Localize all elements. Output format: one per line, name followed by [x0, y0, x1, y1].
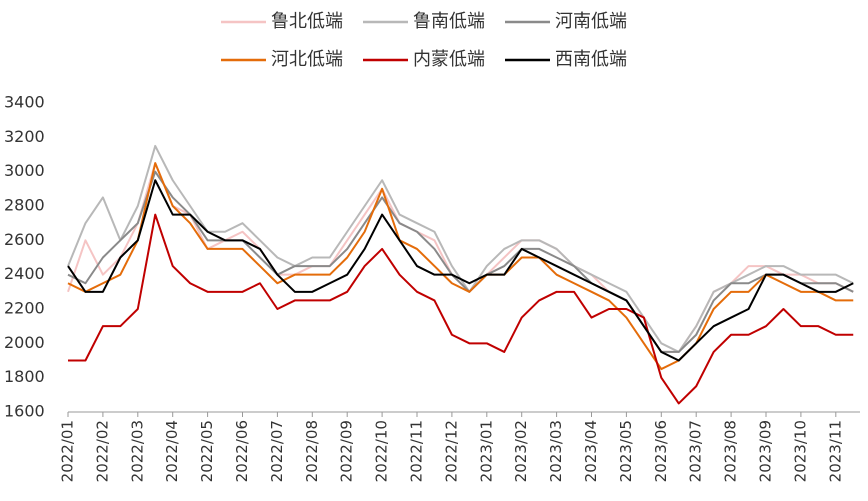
- x-tick-label: 2023/05: [617, 420, 635, 482]
- x-tick-label: 2023/04: [582, 420, 600, 482]
- legend-label: 西南低端: [555, 49, 627, 70]
- y-tick-label: 2400: [4, 264, 45, 283]
- legend-label: 内蒙低端: [413, 49, 485, 70]
- x-tick-label: 2023/09: [757, 420, 775, 482]
- x-tick-label: 2022/01: [59, 420, 77, 482]
- y-tick-label: 3000: [4, 161, 45, 180]
- x-tick-label: 2022/10: [373, 420, 391, 482]
- x-tick-label: 2023/06: [652, 420, 670, 482]
- x-tick-label: 2022/03: [128, 420, 146, 482]
- y-tick-label: 1600: [4, 402, 45, 421]
- x-tick-label: 2022/04: [163, 420, 181, 482]
- x-tick-label: 2022/11: [408, 420, 426, 482]
- series-line: [67, 170, 854, 353]
- series-line: [67, 144, 854, 353]
- x-tick-label: 2023/10: [791, 420, 809, 482]
- legend-label: 鲁南低端: [413, 11, 485, 32]
- x-tick-label: 2022/12: [442, 420, 460, 482]
- y-tick-label: 3400: [4, 93, 45, 112]
- legend-label: 河南低端: [555, 11, 627, 32]
- x-tick-label: 2023/07: [687, 420, 705, 482]
- series-line: [68, 213, 854, 405]
- series-line: [67, 162, 854, 371]
- y-tick-label: 2600: [4, 230, 45, 249]
- x-tick-label: 2022/09: [338, 420, 356, 482]
- x-tick-label: 2023/08: [722, 420, 740, 482]
- x-tick-label: 2022/08: [303, 420, 321, 482]
- x-tick-label: 2022/02: [93, 420, 111, 482]
- y-tick-label: 2200: [4, 299, 45, 318]
- y-tick-label: 2000: [4, 333, 45, 352]
- y-tick-label: 2800: [4, 196, 45, 215]
- legend-label: 河北低端: [271, 49, 343, 70]
- x-tick-label: 2022/06: [233, 420, 251, 482]
- x-tick-label: 2023/03: [547, 420, 565, 482]
- x-tick-label: 2023/11: [826, 420, 844, 482]
- legend-label: 鲁北低端: [271, 11, 343, 32]
- y-tick-label: 3200: [4, 127, 45, 146]
- series-line: [67, 179, 854, 362]
- x-tick-label: 2022/07: [268, 420, 286, 482]
- x-tick-label: 2023/01: [477, 420, 495, 482]
- x-tick-label: 2022/05: [198, 420, 216, 482]
- y-tick-label: 1800: [4, 367, 45, 386]
- x-tick-label: 2023/02: [512, 420, 530, 482]
- series-line: [67, 162, 854, 353]
